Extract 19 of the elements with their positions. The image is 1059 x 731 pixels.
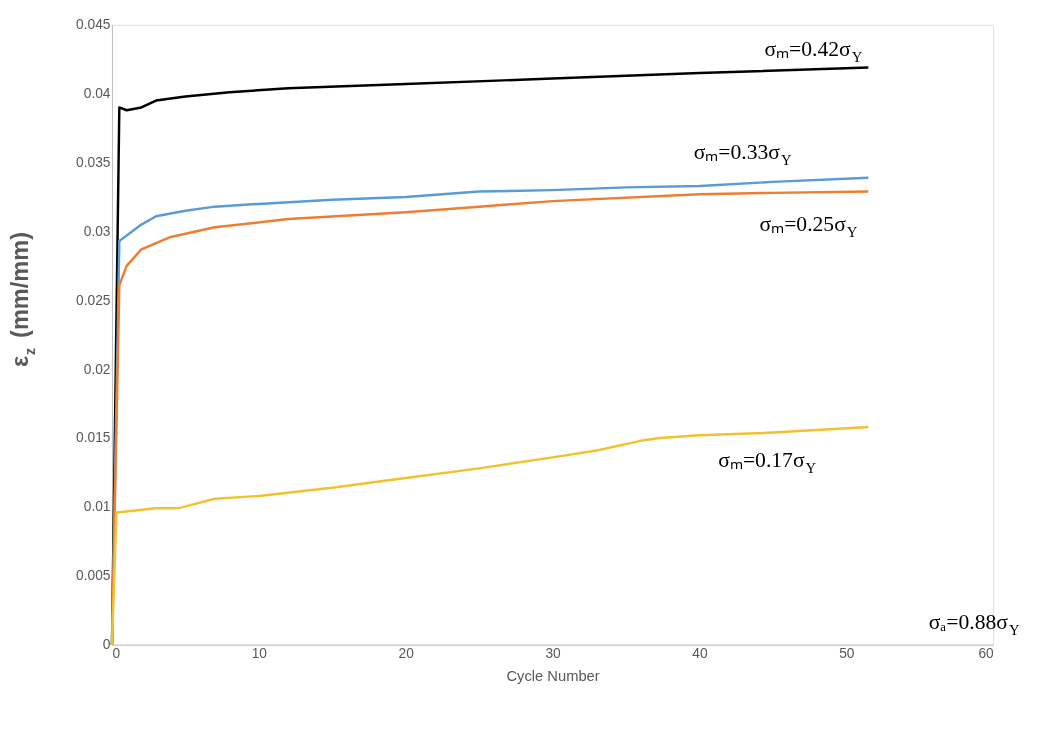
y-tick-label: 0.01 bbox=[83, 499, 111, 515]
y-tick-label: 0.04 bbox=[83, 86, 111, 102]
y-tick-label: 0.03 bbox=[83, 223, 111, 239]
x-tick-label: 30 bbox=[545, 645, 562, 661]
y-tick-label: 0.015 bbox=[76, 430, 111, 446]
x-tick-label: 0 bbox=[112, 645, 121, 661]
x-tick-label: 40 bbox=[692, 645, 708, 661]
line-series bbox=[110, 425, 870, 646]
y-tick-label: 0.025 bbox=[76, 292, 111, 308]
y-tick-label: 0.035 bbox=[76, 155, 111, 170]
x-axis-title: Cycle Number bbox=[506, 667, 600, 684]
x-tick-label: 60 bbox=[978, 645, 995, 661]
y-axis-title: εz (mm/mm) bbox=[7, 231, 39, 368]
y-tick-label: 0.02 bbox=[83, 361, 111, 377]
x-tick-label: 50 bbox=[839, 645, 855, 661]
x-tick-label: 10 bbox=[251, 645, 268, 661]
y-tick-label: 0.045 bbox=[76, 17, 111, 33]
y-tick-label: 0.005 bbox=[76, 568, 111, 584]
x-tick-label: 20 bbox=[398, 645, 415, 661]
